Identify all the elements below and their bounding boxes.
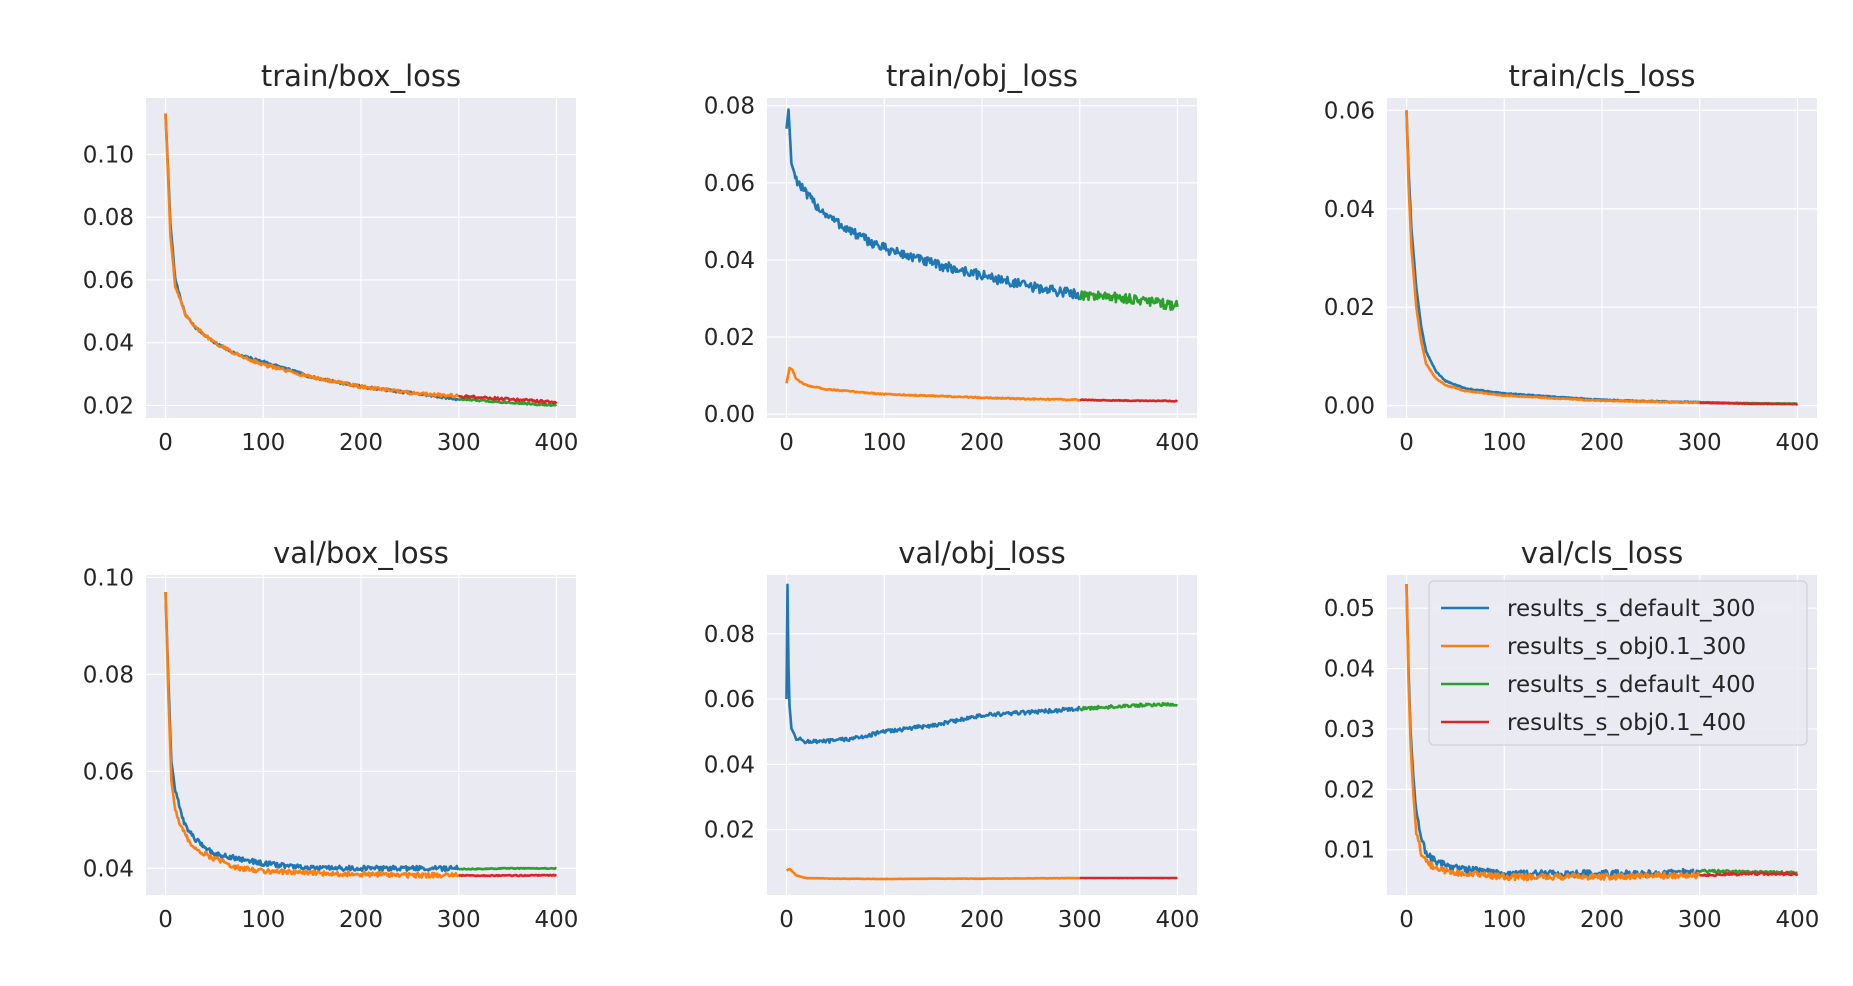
chart-title: val/obj_loss [898,536,1066,570]
legend: results_s_default_300 results_s_obj0.1_30… [1428,580,1808,746]
y-tick-label: 0.08 [704,622,755,648]
series-line-results-s-obj0-1-300 [785,366,1081,402]
y-tick-label: 0.02 [1324,295,1375,321]
y-tick-label: 0.02 [1324,777,1375,803]
x-tick-label: 400 [1156,430,1200,456]
y-tick-label: 0.08 [704,94,755,120]
x-tick-label: 300 [1678,907,1722,933]
panel-train-obj-loss: 0 100 200 300 400 0.00 0.02 0.04 0.06 0.08 train/o… [704,59,1200,456]
series-line-results-s-obj0-1-400 [1079,398,1178,403]
series-line-results-s-obj0-1-300 [164,591,460,879]
chart-title: val/cls_loss [1521,536,1683,570]
series-line-results-s-default-400 [458,397,557,408]
x-tick-label: 300 [1678,430,1722,456]
series-line-results-s-obj0-1-300 [1405,584,1701,882]
y-tick-label: 0.02 [704,325,755,351]
y-tick-label: 0.02 [83,393,134,419]
x-tick-label: 200 [339,907,383,933]
x-tick-label: 200 [1580,430,1624,456]
y-tick-label: 0.04 [704,752,755,778]
legend-label: results_s_obj0.1_300 [1507,634,1746,660]
chart-title: train/obj_loss [886,59,1078,93]
x-tick-label: 0 [1399,907,1414,933]
y-tick-label: 0.08 [83,662,134,688]
x-tick-label: 200 [1580,907,1624,933]
legend-box [1428,580,1808,746]
y-tick-label: 0.10 [83,142,134,168]
series-line-results-s-default-300 [164,591,460,872]
chart-title: train/cls_loss [1509,59,1696,93]
x-tick-label: 400 [1776,907,1820,933]
y-tick-label: 0.05 [1324,596,1375,622]
y-tick-label: 0.06 [1324,98,1375,124]
chart-title: val/box_loss [273,536,449,570]
y-tick-label: 0.06 [704,171,755,197]
y-tick-label: 0.04 [1324,657,1375,683]
x-tick-label: 0 [1399,430,1414,456]
series-line-results-s-obj0-1-300 [164,113,460,399]
x-tick-label: 400 [535,430,579,456]
series-line-results-s-obj0-1-400 [458,394,558,405]
panel-train-cls-loss: 0 100 200 300 400 0.00 0.02 0.04 0.06 train/cls_l… [1324,59,1820,456]
x-tick-label: 200 [960,430,1004,456]
series-line-results-s-default-400 [458,866,557,871]
y-tick-label: 0.06 [83,268,134,294]
series-line-results-s-obj0-1-400 [1699,871,1799,878]
x-tick-label: 200 [339,430,383,456]
series-line-results-s-obj0-1-300 [785,867,1081,881]
x-tick-label: 0 [158,430,173,456]
y-tick-label: 0.00 [1324,394,1375,420]
y-tick-label: 0.02 [704,818,755,844]
y-tick-label: 0.04 [1324,197,1375,223]
y-tick-label: 0.06 [83,759,134,785]
x-tick-label: 100 [241,430,285,456]
legend-label: results_s_default_400 [1507,672,1755,698]
y-tick-label: 0.04 [704,248,755,274]
x-tick-label: 100 [862,430,906,456]
x-tick-label: 300 [1058,907,1102,933]
x-tick-label: 100 [1482,907,1526,933]
x-tick-label: 100 [1482,430,1526,456]
legend-label: results_s_obj0.1_400 [1507,710,1746,736]
x-tick-label: 200 [960,907,1004,933]
x-tick-label: 0 [158,907,173,933]
x-tick-label: 300 [1058,430,1102,456]
y-tick-label: 0.08 [83,205,134,231]
series-line-results-s-default-300 [785,583,1081,745]
series-line-results-s-default-300 [785,108,1081,301]
x-tick-label: 400 [1156,907,1200,933]
x-tick-label: 100 [241,907,285,933]
series-line-results-s-obj0-1-300 [1405,110,1701,405]
x-tick-label: 100 [862,907,906,933]
x-tick-label: 0 [779,907,794,933]
y-tick-label: 0.03 [1324,717,1375,743]
y-tick-label: 0.01 [1324,838,1375,864]
panel-val-box-loss: 0 100 200 300 400 0.04 0.06 0.08 0.10 val/box_los… [83,536,579,933]
series-line-results-s-obj0-1-400 [1699,401,1798,406]
panel-val-obj-loss: 0 100 200 300 400 0.02 0.04 0.06 0.08 val/obj_los… [704,536,1200,933]
x-tick-label: 300 [437,430,481,456]
series-line-results-s-default-400 [1078,290,1179,311]
y-tick-label: 0.10 [83,565,134,591]
y-tick-label: 0.04 [83,856,134,882]
y-tick-label: 0.00 [704,402,755,428]
y-tick-label: 0.04 [83,331,134,357]
series-line-results-s-default-400 [1079,701,1178,712]
x-tick-label: 400 [1776,430,1820,456]
chart-title: train/box_loss [261,59,461,93]
x-tick-label: 0 [779,430,794,456]
series-line-results-s-obj0-1-400 [458,873,557,878]
x-tick-label: 300 [437,907,481,933]
legend-label: results_s_default_300 [1507,596,1755,622]
y-tick-label: 0.06 [704,687,755,713]
x-tick-label: 400 [535,907,579,933]
panel-train-box-loss: 0 100 200 300 400 0.02 0.04 0.06 0.08 0.10 train/b… [83,59,579,456]
